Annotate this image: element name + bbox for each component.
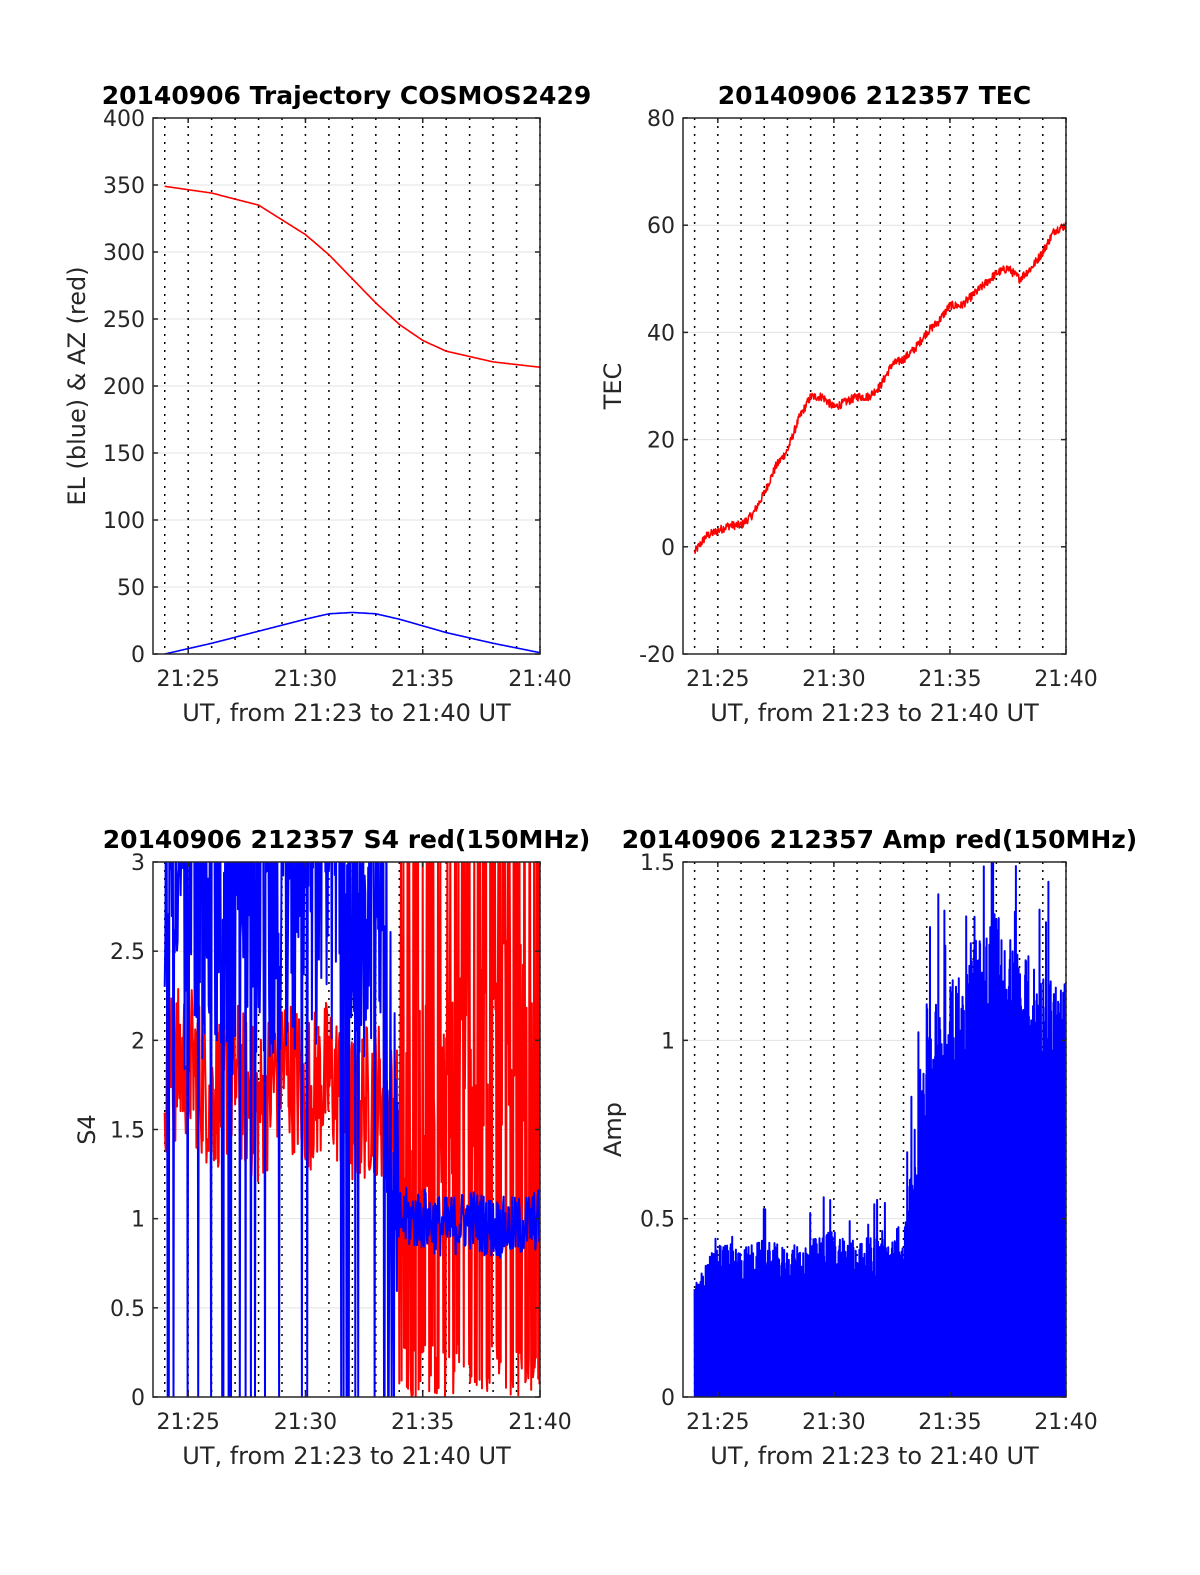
y-tick-label: 1.5 [640,851,675,876]
x-tick-label: 21:35 [391,1410,454,1435]
x-tick-label: 21:25 [156,1410,219,1435]
series-line-2 [163,862,540,1397]
x-axis-label: UT, from 21:23 to 21:40 UT [182,699,511,727]
y-tick-label: 0.5 [110,1297,145,1322]
chart-title: 20140906 212357 Amp red(150MHz) [622,825,1138,854]
y-axis-label: S4 [73,1114,101,1145]
x-tick-label: 21:35 [918,1410,981,1435]
x-tick-label: 21:30 [274,1410,337,1435]
series-group [693,221,1066,554]
series-group [164,185,540,654]
series-line-1 [693,221,1066,554]
y-tick-label: 200 [103,375,145,400]
y-tick-label: 2 [131,1029,145,1054]
chart-title: 20140906 212357 TEC [718,81,1031,110]
y-axis-label: EL (blue) & AZ (red) [63,266,91,505]
series-line-2 [164,611,540,654]
y-tick-label: 400 [103,107,145,132]
chart-title: 20140906 Trajectory COSMOS2429 [102,81,592,110]
y-tick-label: 0 [661,536,675,561]
x-tick-label: 21:40 [508,667,571,692]
x-axis-label: UT, from 21:23 to 21:40 UT [182,1442,511,1470]
series-group [693,862,1066,1397]
y-tick-label: 0 [131,1386,145,1411]
x-axis-label: UT, from 21:23 to 21:40 UT [710,1442,1039,1470]
x-tick-label: 21:25 [686,1410,749,1435]
y-tick-label: 150 [103,442,145,467]
y-tick-label: 3 [131,851,145,876]
y-tick-label: 0.5 [640,1208,675,1233]
y-tick-label: 1.5 [110,1119,145,1144]
x-tick-label: 21:30 [802,667,865,692]
y-tick-label: 100 [103,509,145,534]
x-tick-label: 21:30 [802,1410,865,1435]
x-tick-label: 21:35 [391,667,454,692]
x-axis-label: UT, from 21:23 to 21:40 UT [710,699,1039,727]
chart-panel-1: 0 50 100 150 200 250 300 350 400 21:25 21:30 21:35 2… [63,81,591,727]
x-tick-label: 21:25 [156,667,219,692]
y-axis-label: TEC [599,363,627,411]
x-tick-label: 21:40 [1034,1410,1097,1435]
y-tick-label: 0 [131,643,145,668]
y-tick-label: 1 [131,1208,145,1233]
y-axis-label: Amp [599,1102,627,1157]
chart-panel-4: 0 0.5 1 1.5 21:25 21:30 21:35 21:40 UT, from 21:… [599,825,1138,1470]
y-tick-label: 50 [117,576,145,601]
x-tick-label: 21:40 [508,1410,571,1435]
y-tick-label: 80 [647,107,675,132]
chart-title: 20140906 212357 S4 red(150MHz) [103,825,591,854]
series-line-1 [164,185,540,368]
y-tick-label: 250 [103,308,145,333]
y-tick-label: 60 [647,214,675,239]
x-tick-label: 21:40 [1034,667,1097,692]
x-tick-label: 21:35 [918,667,981,692]
x-tick-label: 21:30 [274,667,337,692]
series-line-1 [693,862,1066,1397]
y-tick-label: 350 [103,174,145,199]
x-tick-label: 21:25 [686,667,749,692]
y-tick-label: -20 [639,643,675,668]
y-tick-label: 1 [661,1029,675,1054]
y-tick-label: 40 [647,321,675,346]
axes-box [682,117,1067,655]
y-tick-label: 20 [647,429,675,454]
chart-panel-2: -20 0 20 40 60 80 21:25 21:30 21:35 21:40 UT, from… [599,81,1098,727]
chart-panel-3: 0 0.5 1 1.5 2 2.5 3 21:25 21:30 21:35 21:40 UT, fro… [73,825,591,1470]
axes-box [682,861,1067,1398]
y-tick-label: 300 [103,241,145,266]
series-group [163,862,540,1397]
y-tick-label: 0 [661,1386,675,1411]
y-tick-label: 2.5 [110,940,145,965]
